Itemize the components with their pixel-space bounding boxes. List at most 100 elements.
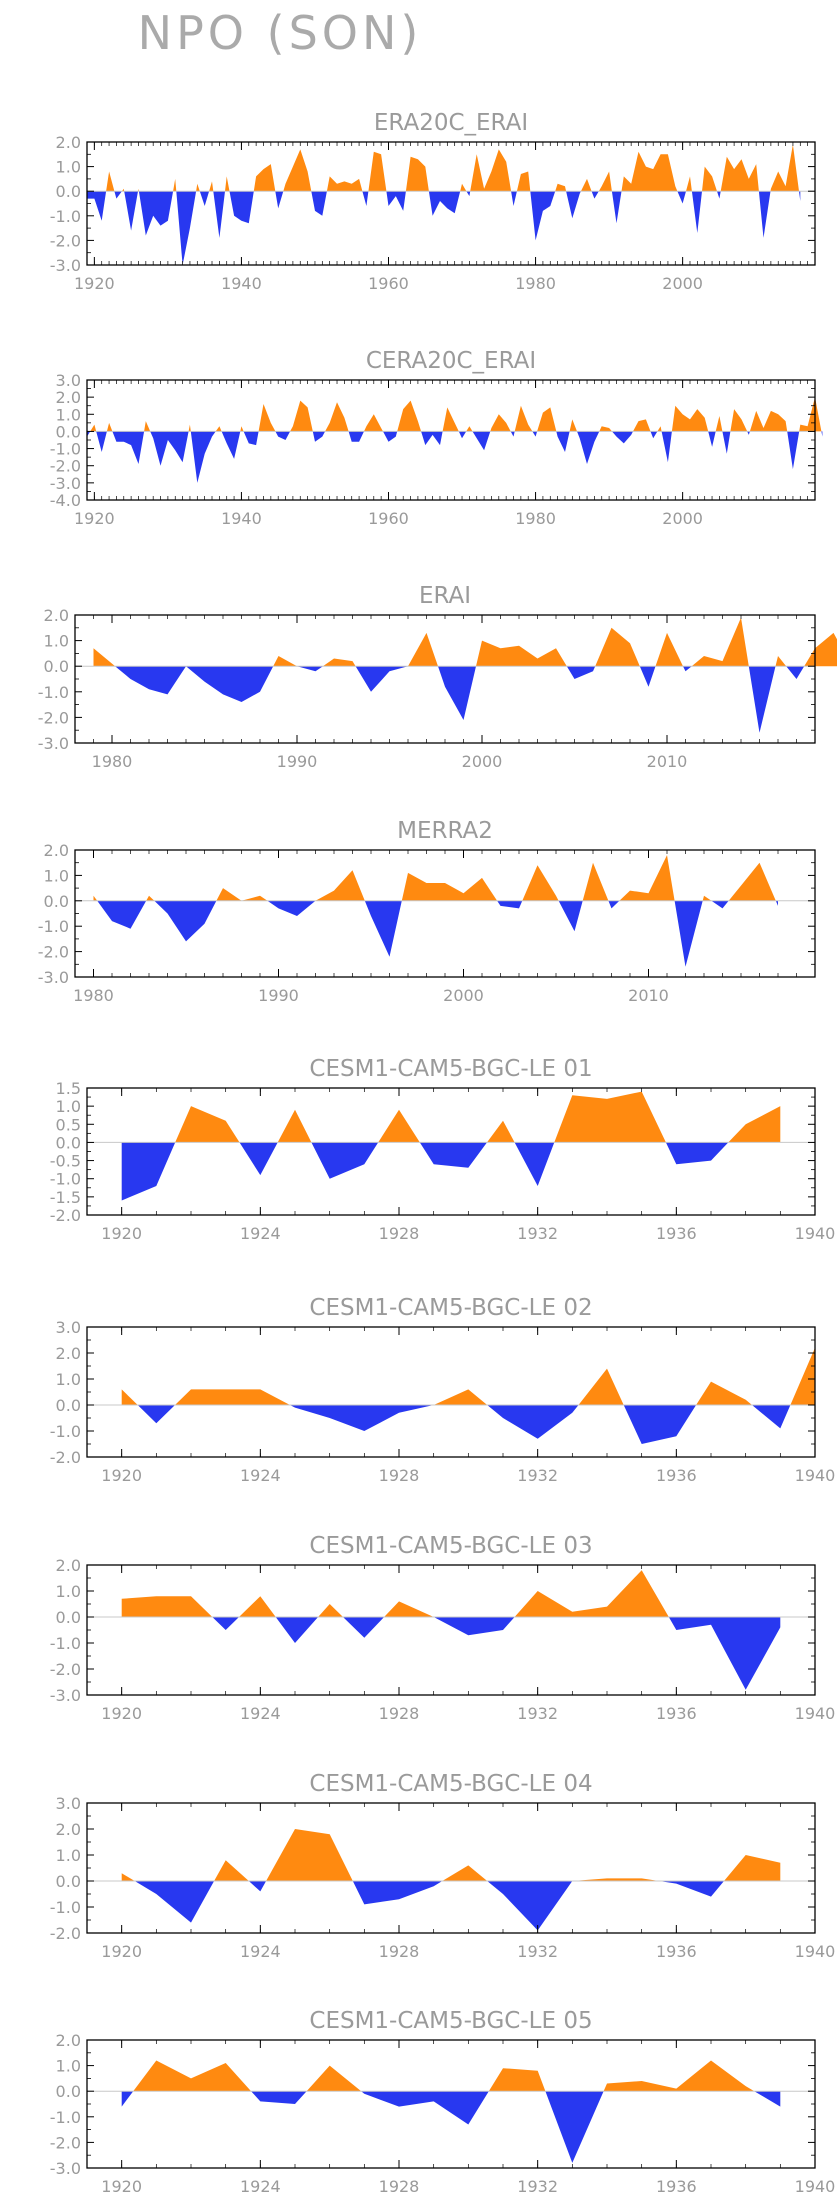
- y-tick-label: 2.0: [56, 133, 81, 152]
- y-tick-label: 1.5: [56, 1079, 81, 1098]
- positive-area: [121, 1347, 815, 1405]
- negative-area: [87, 191, 801, 265]
- x-tick-label: 1928: [379, 1704, 420, 1723]
- x-tick-label: 1980: [73, 986, 114, 1005]
- y-tick-label: -3.0: [50, 1686, 81, 1705]
- y-tick-label: -1.5: [50, 1188, 81, 1207]
- y-tick-label: -3.0: [50, 256, 81, 275]
- page-title: NPO (SON): [137, 6, 423, 60]
- x-tick-label: 1940: [795, 1466, 836, 1485]
- positive-area: [93, 617, 837, 667]
- x-tick-label: 1924: [240, 1704, 281, 1723]
- panel-title: CESM1-CAM5-BGC-LE 02: [309, 1295, 592, 1321]
- y-tick-label: 0.0: [56, 2082, 81, 2101]
- x-tick-label: 1940: [795, 1224, 836, 1243]
- panel-9: CESM1-CAM5-BGC-LE 05 2.0 1.0 0.0 -1.0 -2.0 -3.…: [50, 2008, 836, 2196]
- y-tick-label: -2.0: [50, 2133, 81, 2152]
- negative-area: [121, 1881, 781, 1931]
- x-tick-label: 1920: [101, 1224, 142, 1243]
- y-tick-label: 1.0: [56, 2057, 81, 2076]
- negative-area: [121, 1617, 781, 1690]
- y-tick-label: 2.0: [56, 1556, 81, 1575]
- x-tick-label: 1936: [656, 1466, 697, 1485]
- y-tick-label: 1.0: [56, 1846, 81, 1865]
- positive-area: [87, 144, 801, 192]
- y-tick-label: 1.0: [56, 1582, 81, 1601]
- y-tick-label: 0.0: [56, 1396, 81, 1415]
- y-tick-label: -2.0: [50, 231, 81, 250]
- x-tick-label: 1920: [74, 274, 115, 293]
- y-tick-label: 1.0: [56, 405, 81, 424]
- panel-5: CESM1-CAM5-BGC-LE 01 1.51.00.50.0-0.5-1.0…: [50, 1056, 836, 1243]
- x-tick-label: 1980: [92, 752, 133, 771]
- panel-7: CESM1-CAM5-BGC-LE 03 2.0 1.0 0.0 -1.0 -2.0 -3.…: [50, 1533, 836, 1723]
- panel-title: CESM1-CAM5-BGC-LE 05: [309, 2008, 592, 2034]
- x-tick-label: 1932: [517, 1224, 558, 1243]
- y-tick-label: -2.0: [50, 1206, 81, 1225]
- y-tick-label: -2.0: [38, 943, 69, 962]
- y-tick-label: 3.0: [56, 1318, 81, 1337]
- y-tick-label: 0.5: [56, 1115, 81, 1134]
- x-tick-label: 1936: [656, 1224, 697, 1243]
- y-tick-label: -2.0: [50, 1660, 81, 1679]
- x-tick-label: 1924: [240, 1224, 281, 1243]
- x-tick-label: 1980: [515, 274, 556, 293]
- x-tick-label: 1936: [656, 2177, 697, 2196]
- positive-area: [121, 1091, 781, 1143]
- y-tick-label: -1.0: [50, 2108, 81, 2127]
- y-tick-label: -2.0: [38, 708, 69, 727]
- negative-area: [87, 431, 823, 483]
- x-tick-label: 2000: [662, 509, 703, 528]
- y-tick-label: 3.0: [56, 371, 81, 390]
- y-tick-label: 2.0: [56, 1820, 81, 1839]
- y-tick-label: -3.0: [50, 2159, 81, 2178]
- panel-title: CESM1-CAM5-BGC-LE 03: [309, 1533, 592, 1559]
- x-tick-label: 1924: [240, 1466, 281, 1485]
- y-tick-label: -1.0: [38, 683, 69, 702]
- panel-title: ERA20C_ERAI: [374, 110, 528, 136]
- y-tick-label: 1.0: [56, 1097, 81, 1116]
- x-tick-label: 1932: [517, 2177, 558, 2196]
- x-tick-label: 1920: [101, 1704, 142, 1723]
- x-tick-label: 1928: [379, 2177, 420, 2196]
- y-tick-label: 1.0: [56, 158, 81, 177]
- x-tick-label: 1920: [74, 509, 115, 528]
- x-tick-label: 1960: [368, 274, 409, 293]
- panel-6: CESM1-CAM5-BGC-LE 02 3.0 2.0 1.0 0.0 -1.0 -2.0…: [50, 1295, 836, 1485]
- negative-area: [121, 1405, 815, 1444]
- x-tick-label: 1940: [795, 1704, 836, 1723]
- x-tick-label: 2000: [462, 752, 503, 771]
- y-tick-label: -1.0: [50, 440, 81, 459]
- y-tick-label: -1.0: [50, 1634, 81, 1653]
- x-tick-label: 1980: [515, 509, 556, 528]
- x-tick-label: 2010: [647, 752, 688, 771]
- plot-frame: [86, 1802, 816, 1934]
- x-tick-label: 1932: [517, 1704, 558, 1723]
- x-tick-label: 1932: [517, 1942, 558, 1961]
- x-tick-label: 2000: [443, 986, 484, 1005]
- y-tick-label: 0.0: [44, 657, 69, 676]
- x-tick-label: 1920: [101, 1942, 142, 1961]
- negative-area: [93, 666, 837, 733]
- positive-area: [121, 2060, 781, 2092]
- y-tick-label: 2.0: [56, 2031, 81, 2050]
- y-tick-label: -1.0: [50, 207, 81, 226]
- y-tick-label: 2.0: [56, 1344, 81, 1363]
- x-tick-label: 1928: [379, 1942, 420, 1961]
- x-tick-label: 1932: [517, 1466, 558, 1485]
- negative-area: [93, 900, 778, 967]
- x-tick-label: 1936: [656, 1704, 697, 1723]
- panel-title: CERA20C_ERAI: [366, 348, 536, 374]
- y-tick-label: 2.0: [44, 841, 69, 860]
- panel-title: CESM1-CAM5-BGC-LE 01: [309, 1056, 592, 1082]
- y-tick-label: -0.5: [50, 1152, 81, 1171]
- x-tick-label: 1928: [379, 1224, 420, 1243]
- y-tick-label: -4.0: [50, 491, 81, 510]
- x-tick-label: 1920: [101, 1466, 142, 1485]
- x-tick-label: 1936: [656, 1942, 697, 1961]
- y-tick-label: -3.0: [38, 734, 69, 753]
- y-tick-label: -2.0: [50, 1448, 81, 1467]
- panel-8: CESM1-CAM5-BGC-LE 04 3.0 2.0 1.0 0.0 -1.0 -2.0…: [50, 1771, 836, 1961]
